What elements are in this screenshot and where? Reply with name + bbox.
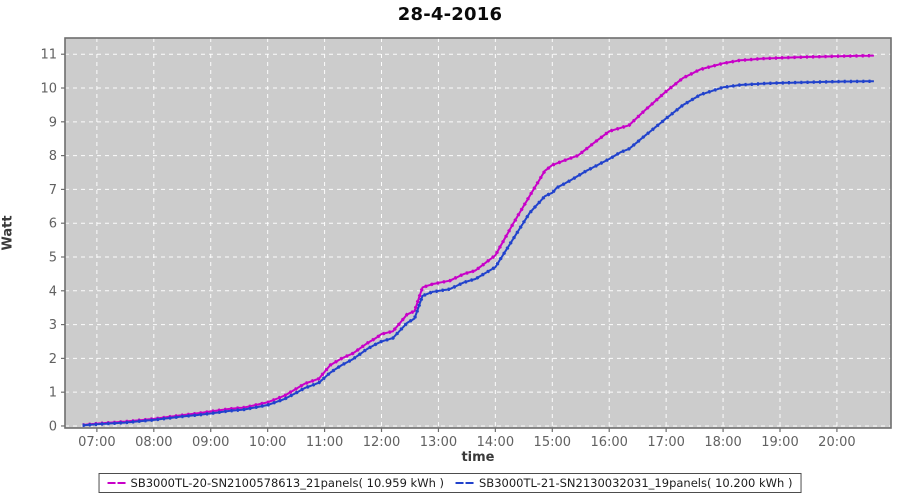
y-tick-label: 6: [49, 217, 57, 232]
y-tick-label: 1: [49, 386, 57, 401]
series-point-markers: [82, 53, 874, 427]
series-1: [82, 79, 874, 427]
y-tick-label: 2: [49, 352, 57, 367]
legend-line-swatch: [456, 482, 474, 484]
x-tick-label: 10:00: [249, 435, 286, 450]
y-tick-label: 4: [49, 284, 57, 299]
series-point-markers: [82, 79, 874, 427]
x-tick-label: 17:00: [647, 435, 684, 450]
x-tick-label: 12:00: [363, 435, 400, 450]
x-tick-label: 08:00: [135, 435, 172, 450]
legend-label: SB3000TL-20-SN2100578613_21panels( 10.95…: [130, 476, 444, 490]
y-tick-label: 0: [49, 419, 57, 434]
chart-title: 28-4-2016: [397, 4, 503, 25]
plot-area: [65, 38, 891, 428]
y-tick-label: 9: [49, 115, 57, 130]
y-tick-label: 5: [49, 250, 57, 265]
x-tick-label: 19:00: [761, 435, 798, 450]
y-tick-label: 10: [40, 82, 57, 97]
x-tick-label: 11:00: [306, 435, 343, 450]
plot-border: [64, 37, 892, 429]
y-tick-label: 8: [49, 149, 57, 164]
legend-label: SB3000TL-21-SN2130032031_19panels( 10.20…: [479, 476, 793, 490]
y-axis-label: Watt: [0, 215, 16, 251]
x-axis-label: time: [461, 450, 495, 465]
gridlines: [65, 38, 891, 428]
x-tick-label: 16:00: [590, 435, 627, 450]
legend: SB3000TL-20-SN2100578613_21panels( 10.95…: [98, 473, 802, 493]
tick-labels: 0 1 2 3 4 5 6 7 8 9 10 11 07:00 08:00 09:00 10:00 11:00 1…: [40, 48, 855, 450]
x-tick-label: 13:00: [420, 435, 457, 450]
x-tick-label: 07:00: [78, 435, 115, 450]
x-tick-label: 18:00: [704, 435, 741, 450]
x-tick-label: 09:00: [192, 435, 229, 450]
legend-item: SB3000TL-20-SN2100578613_21panels( 10.95…: [107, 476, 444, 490]
y-tick-label: 11: [40, 48, 57, 63]
x-tick-label: 14:00: [477, 435, 514, 450]
x-tick-label: 15:00: [534, 435, 571, 450]
legend-line-swatch: [107, 482, 126, 484]
x-tick-label: 20:00: [818, 435, 855, 450]
y-tick-label: 3: [49, 318, 57, 333]
series-0: [82, 53, 874, 427]
y-tick-label: 7: [49, 183, 57, 198]
legend-item: SB3000TL-21-SN2130032031_19panels( 10.20…: [456, 476, 792, 490]
